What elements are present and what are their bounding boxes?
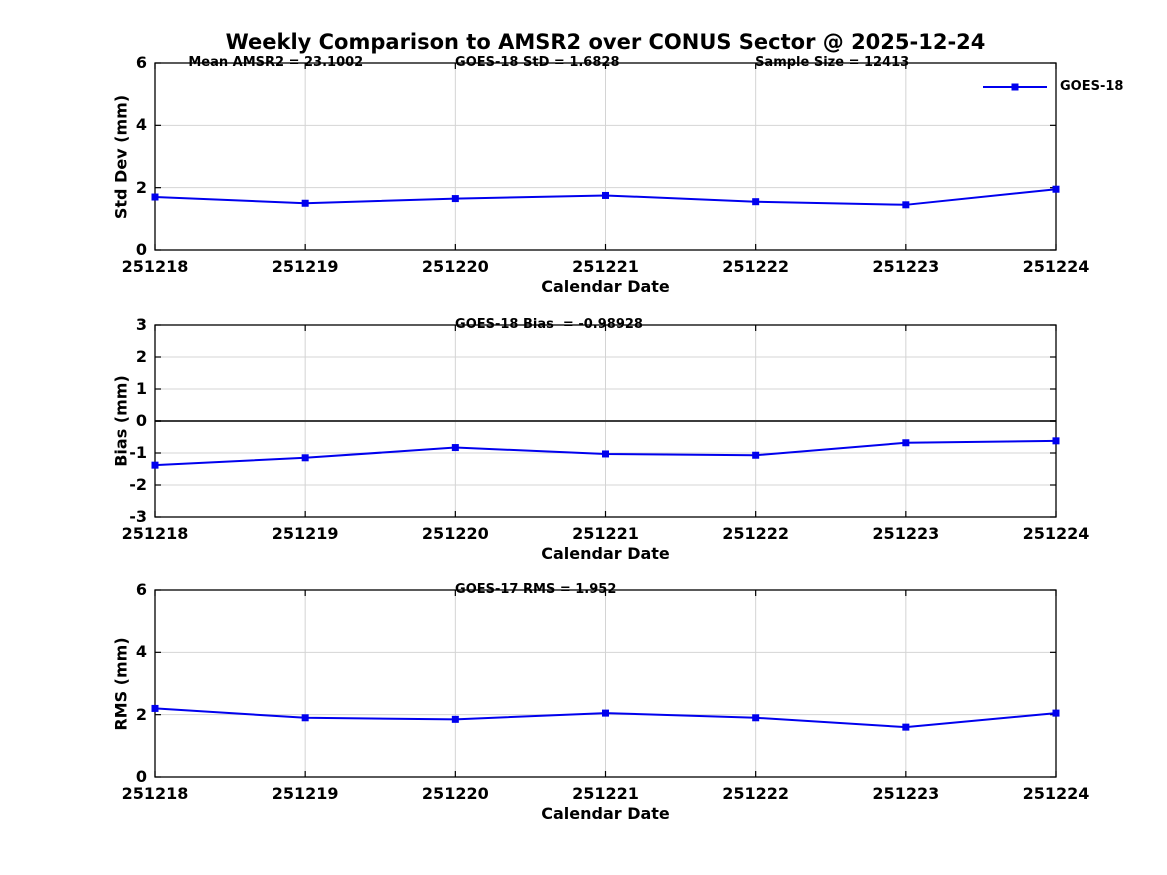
x-axis-label-bias: Calendar Date <box>541 544 670 563</box>
data-point <box>602 191 609 199</box>
data-point <box>451 195 459 203</box>
x-tick-label: 251221 <box>572 524 639 543</box>
y-tick-label: 3 <box>135 315 147 334</box>
annotation-std-dev: GOES-18 StD = 1.6828 <box>455 55 620 70</box>
data-point <box>301 199 309 207</box>
y-tick-label: 0 <box>135 411 147 430</box>
y-tick-label: -1 <box>129 443 147 462</box>
data-point <box>151 193 159 201</box>
y-tick-label: 2 <box>135 704 147 724</box>
x-tick-label: 251220 <box>421 257 489 276</box>
x-tick-label: 251224 <box>1022 784 1090 803</box>
x-tick-label: 251221 <box>572 784 639 803</box>
y-tick-label: 0 <box>135 767 147 786</box>
y-tick-label: 2 <box>135 177 147 197</box>
x-tick-label: 251219 <box>271 524 339 543</box>
annotation-rms: GOES-17 RMS = 1.952 <box>455 582 617 597</box>
x-tick-label: 251219 <box>271 784 339 803</box>
legend-marker <box>1011 83 1019 91</box>
y-tick-label: 2 <box>135 347 147 366</box>
data-point <box>451 715 459 723</box>
annotation-bias: GOES-18 Bias = -0.98928 <box>455 317 643 332</box>
data-point <box>151 704 159 712</box>
y-axis-label-std-dev: Std Dev (mm) <box>111 94 131 219</box>
x-tick-label: 251218 <box>121 524 189 543</box>
data-point <box>451 444 459 452</box>
x-tick-label: 251223 <box>872 257 940 276</box>
x-tick-label: 251223 <box>872 524 940 543</box>
data-point <box>902 201 910 209</box>
x-tick-label: 251219 <box>271 257 339 276</box>
y-tick-label: -3 <box>129 507 147 526</box>
x-tick-label: 251222 <box>722 524 790 543</box>
x-tick-label: 251221 <box>572 257 639 276</box>
x-axis-label-rms: Calendar Date <box>541 804 670 823</box>
data-point <box>602 709 609 717</box>
x-tick-label: 251220 <box>421 524 489 543</box>
x-tick-label: 251222 <box>722 257 790 276</box>
data-point <box>151 461 159 469</box>
y-tick-label: 6 <box>135 53 147 72</box>
data-point <box>752 451 760 459</box>
data-point <box>1052 437 1060 445</box>
x-tick-label: 251218 <box>121 784 189 803</box>
y-tick-label: 0 <box>135 240 147 259</box>
x-axis-label-std-dev: Calendar Date <box>541 277 670 296</box>
y-tick-label: -2 <box>129 475 147 494</box>
data-point <box>902 439 910 447</box>
annotation-std-dev: Mean AMSR2 = 23.1002 <box>188 55 364 70</box>
data-point <box>301 454 309 462</box>
x-tick-label: 251224 <box>1022 524 1090 543</box>
data-point <box>902 723 910 731</box>
annotation-std-dev: Sample Size = 12413 <box>755 55 910 70</box>
y-tick-label: 6 <box>135 580 147 599</box>
x-tick-label: 251218 <box>121 257 189 276</box>
y-tick-label: 4 <box>135 642 147 662</box>
legend-entry-label: GOES-18 <box>1060 79 1124 94</box>
y-tick-label: 4 <box>135 115 147 135</box>
y-tick-label: 1 <box>135 379 147 398</box>
figure-title: Weekly Comparison to AMSR2 over CONUS Se… <box>225 30 986 54</box>
data-point <box>1052 185 1060 193</box>
data-point <box>752 714 760 722</box>
x-tick-label: 251223 <box>872 784 940 803</box>
data-point <box>301 714 309 722</box>
data-point <box>1052 709 1060 717</box>
x-tick-label: 251224 <box>1022 257 1090 276</box>
x-tick-label: 251222 <box>722 784 790 803</box>
data-point <box>602 450 609 458</box>
x-tick-label: 251220 <box>421 784 489 803</box>
data-point <box>752 198 760 206</box>
